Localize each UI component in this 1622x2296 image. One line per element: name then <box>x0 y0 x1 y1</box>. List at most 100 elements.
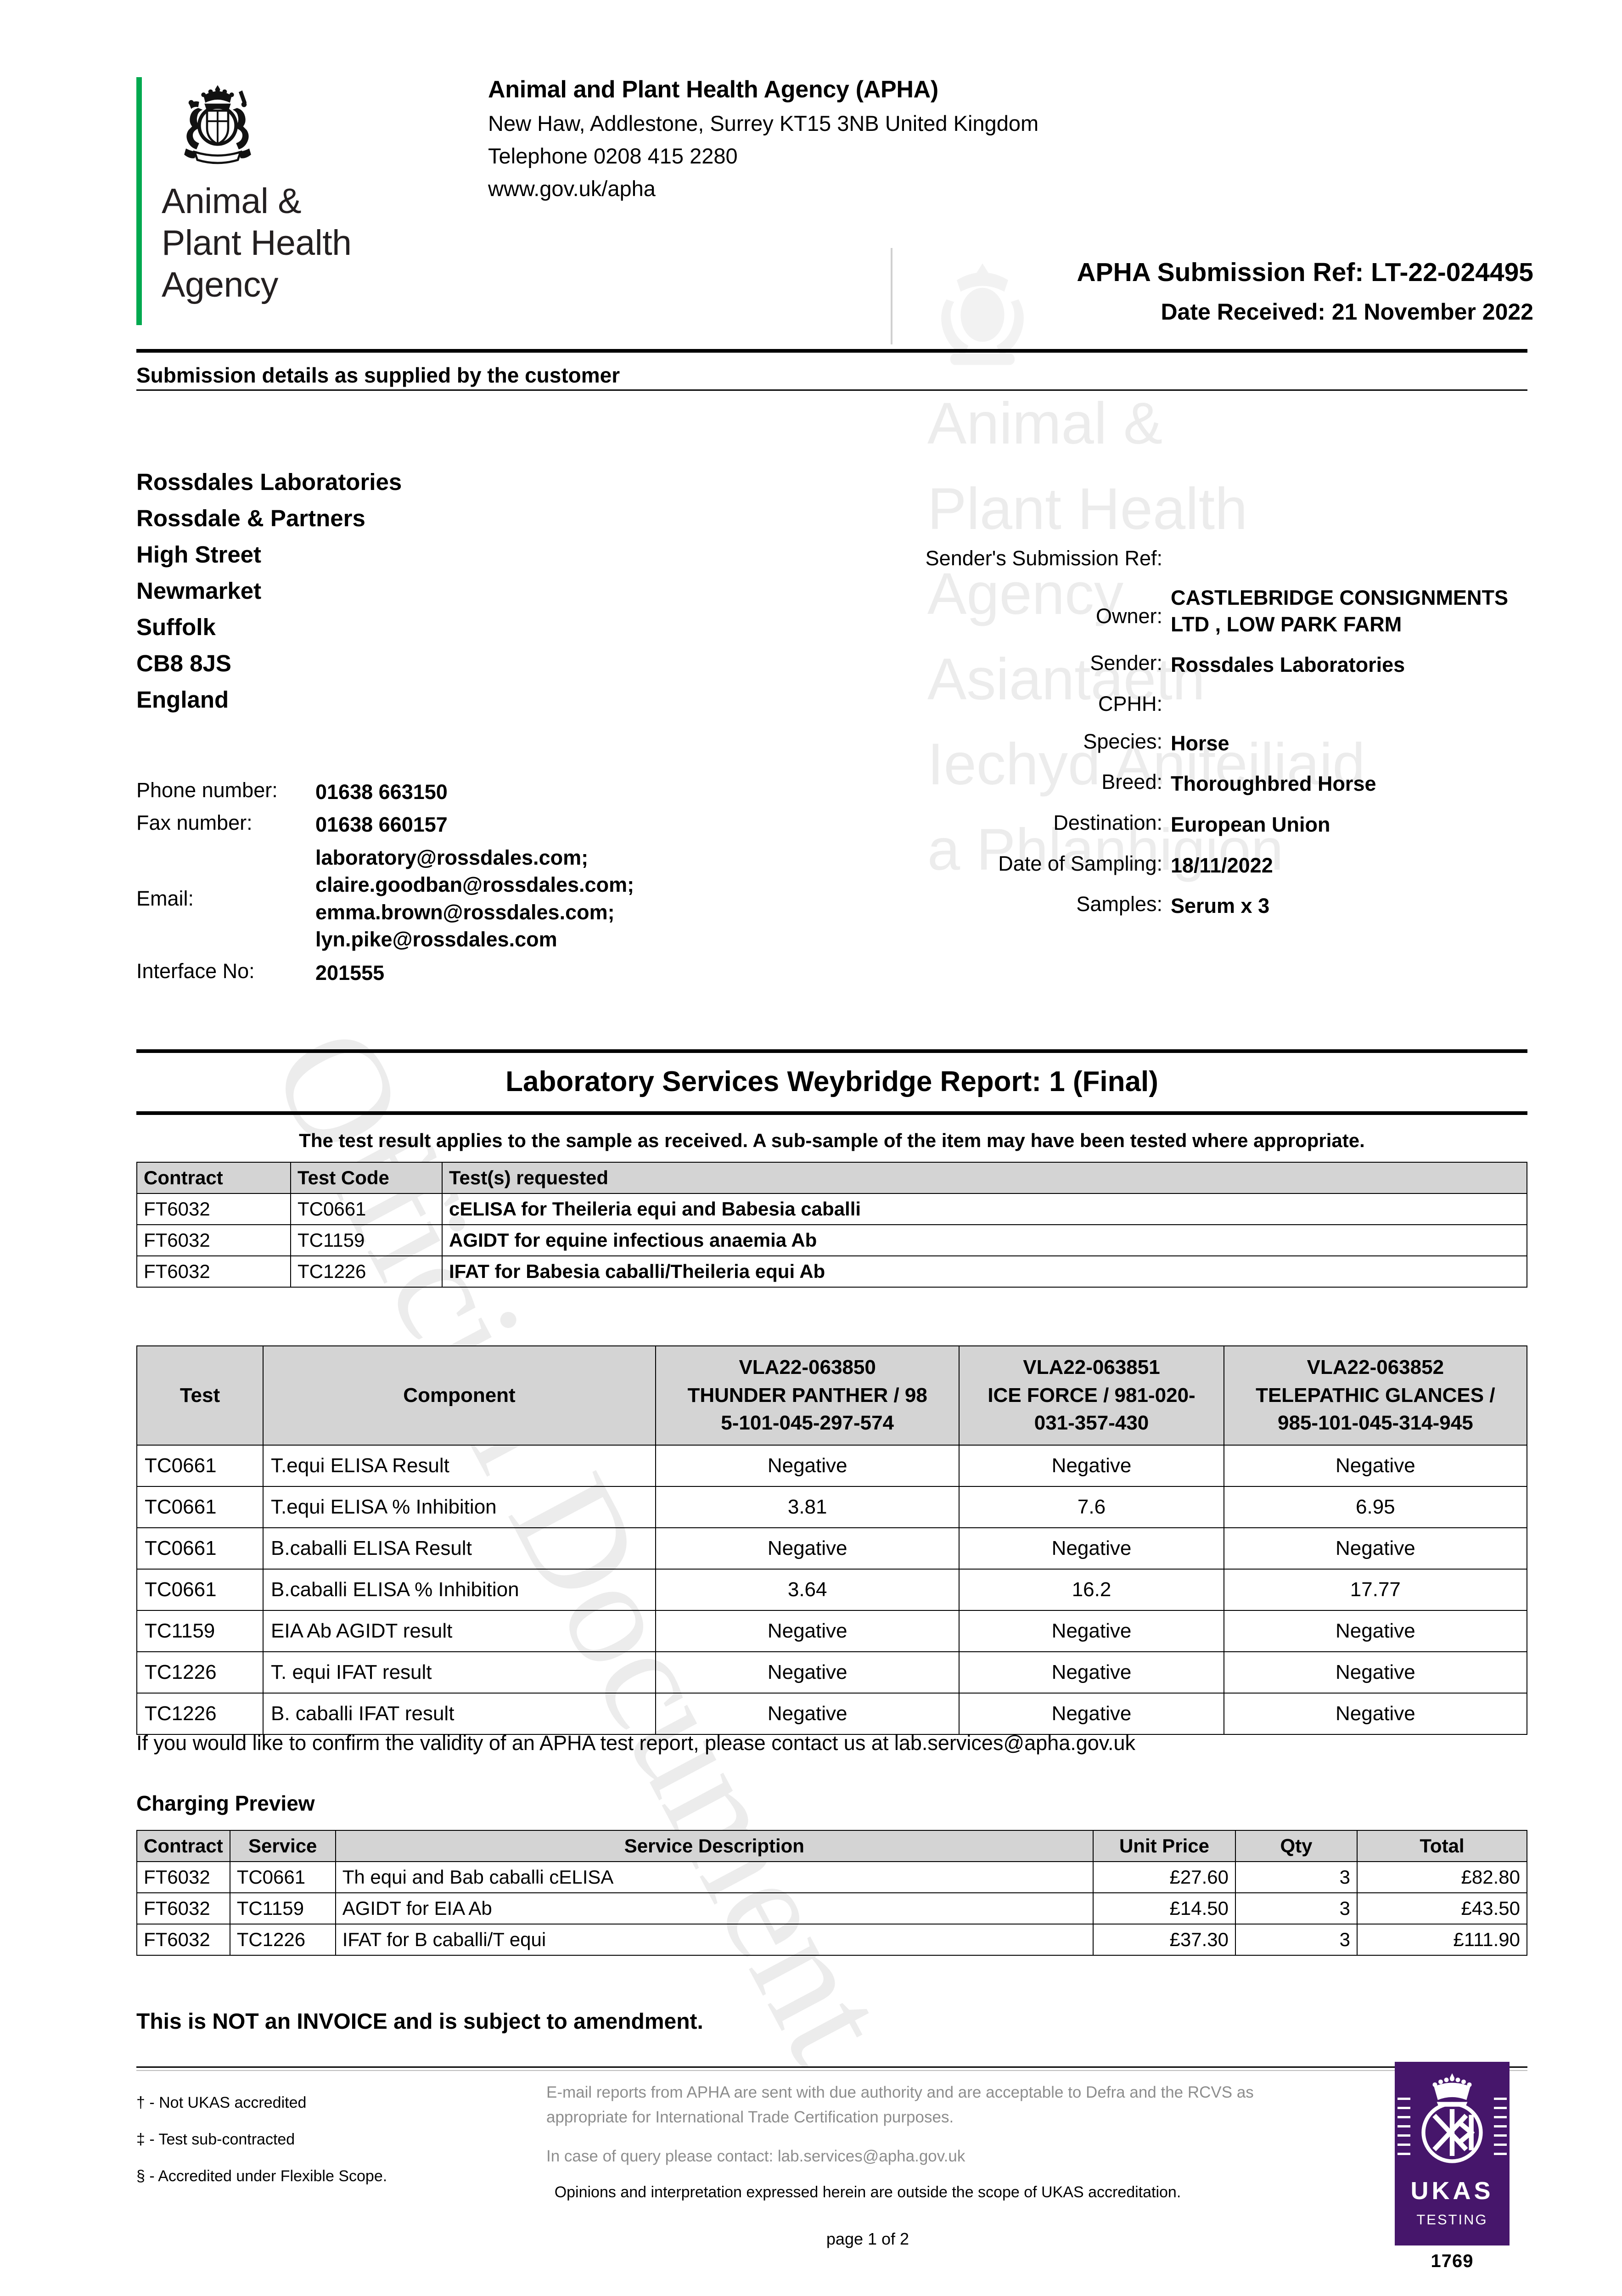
accreditation-key: † - Not UKAS accredited ‡ - Test sub-con… <box>136 2085 387 2195</box>
cell-result: 6.95 <box>1223 1486 1528 1529</box>
key-subcontracted: ‡ - Test sub-contracted <box>136 2130 295 2148</box>
col-component: Component <box>263 1345 656 1446</box>
sample-chip: 5-101-045-297-574 <box>721 1412 894 1435</box>
table-row: FT6032 TC0661 cELISA for Theileria equi … <box>136 1193 1527 1225</box>
phone-row: Phone number: 01638 663150 <box>136 778 779 805</box>
ukas-crown-circle-icon <box>1421 2073 1483 2163</box>
cell-result: 17.77 <box>1223 1569 1528 1611</box>
cell-service: TC0661 <box>229 1861 336 1893</box>
cell-qty: 3 <box>1235 1924 1358 1956</box>
sample-chip: 031-357-430 <box>1034 1412 1149 1435</box>
organisation-telephone: Telephone 0208 415 2280 <box>488 144 738 168</box>
cell-test-code: TC1159 <box>290 1224 443 1256</box>
email-authority-note: E-mail reports from APHA are sent with d… <box>546 2083 1254 2127</box>
cell-result: Negative <box>655 1527 960 1570</box>
col-total: Total <box>1357 1830 1527 1862</box>
cell-contract: FT6032 <box>136 1255 291 1288</box>
sampling-date-value: 18/11/2022 <box>1171 853 1273 877</box>
cell-component: B. caballi IFAT result <box>263 1693 656 1735</box>
sample-name: THUNDER PANTHER / 98 <box>687 1384 927 1407</box>
table-row: FT6032 TC1159 AGIDT for EIA Ab £14.50 3 … <box>136 1892 1527 1925</box>
report-note: The test result applies to the sample as… <box>299 1130 1365 1151</box>
submission-ref-block: APHA Submission Ref: LT-22-024495 Date R… <box>780 257 1533 325</box>
key-not-ukas: † - Not UKAS accredited <box>136 2094 307 2111</box>
ukas-accreditation-number: 1769 <box>1431 2251 1474 2271</box>
cell-contract: FT6032 <box>136 1924 230 1956</box>
destination-row: Destination: European Union <box>762 811 1533 838</box>
cell-result: 3.64 <box>655 1569 960 1611</box>
ukas-accreditation-logo: UKAS TESTING 1769 <box>1395 2062 1510 2272</box>
col-test-code: Test Code <box>290 1162 443 1194</box>
cell-test: TC1226 <box>136 1651 264 1694</box>
cell-result: Negative <box>655 1693 960 1735</box>
cell-result: Negative <box>1223 1445 1528 1487</box>
table-row: FT6032 TC1226 IFAT for B caballi/T equi … <box>136 1924 1527 1956</box>
sample-name: ICE FORCE / 981-020- <box>988 1384 1195 1407</box>
samples-row: Samples: Serum x 3 <box>762 892 1533 919</box>
organisation-address: New Haw, Addlestone, Surrey KT15 3NB Uni… <box>488 111 1039 135</box>
cell-test: TC0661 <box>136 1527 264 1570</box>
not-an-invoice-notice: This is NOT an INVOICE and is subject to… <box>136 2009 703 2034</box>
submission-ref: APHA Submission Ref: LT-22-024495 <box>1077 258 1533 287</box>
species-value: Horse <box>1171 731 1229 755</box>
col-service: Service <box>229 1830 336 1862</box>
cell-unit-price: £37.30 <box>1093 1924 1236 1956</box>
brand-green-bar <box>136 77 142 325</box>
sample-name: TELEPATHIC GLANCES / <box>1256 1384 1495 1407</box>
interface-label: Interface No: <box>136 959 255 983</box>
cell-contract: FT6032 <box>136 1861 230 1893</box>
sample-id: VLA22-063852 <box>1307 1356 1444 1379</box>
table-header-row: Test Component VLA22-063850 THUNDER PANT… <box>136 1345 1528 1446</box>
owner-label: Owner: <box>1095 604 1162 628</box>
samples-value: Serum x 3 <box>1171 894 1270 918</box>
table-row: TC0661 B.caballi ELISA % Inhibition 3.64… <box>136 1569 1528 1611</box>
email-value[interactable]: emma.brown@rossdales.com; <box>315 900 615 924</box>
organisation-title: Animal and Plant Health Agency (APHA) <box>488 76 938 103</box>
email-value[interactable]: laboratory@rossdales.com; <box>315 845 589 869</box>
footer-rule <box>136 2066 1527 2068</box>
ukas-testing-label: TESTING <box>1416 2212 1488 2228</box>
interface-row: Interface No: 201555 <box>136 959 779 986</box>
address-line: Newmarket <box>136 578 262 604</box>
breed-row: Breed: Thoroughbred Horse <box>762 770 1533 797</box>
destination-value: European Union <box>1171 812 1330 836</box>
cell-test: TC0661 <box>136 1445 264 1487</box>
cphh-row: CPHH: <box>762 692 1533 716</box>
cell-component: B.caballi ELISA Result <box>263 1527 656 1570</box>
cell-result: Negative <box>655 1651 960 1694</box>
header-rule-thin <box>136 389 1527 391</box>
cell-contract: FT6032 <box>136 1892 230 1925</box>
address-line: England <box>136 687 229 713</box>
cell-service-description: AGIDT for EIA Ab <box>335 1892 1094 1925</box>
col-service-description: Service Description <box>335 1830 1094 1862</box>
phone-value: 01638 663150 <box>315 780 448 804</box>
address-line: Rossdale & Partners <box>136 505 365 532</box>
organisation-website[interactable]: www.gov.uk/apha <box>488 176 656 201</box>
cell-result: Negative <box>959 1693 1224 1735</box>
cell-result: Negative <box>1223 1693 1528 1735</box>
footer-notes: E-mail reports from APHA are sent with d… <box>546 2080 1295 2169</box>
cell-result: Negative <box>1223 1527 1528 1570</box>
email-value[interactable]: lyn.pike@rossdales.com <box>315 927 557 951</box>
table-header-row: Contract Service Service Description Uni… <box>136 1830 1527 1862</box>
email-row: Email: laboratory@rossdales.com; claire.… <box>136 844 779 953</box>
cell-unit-price: £27.60 <box>1093 1861 1236 1893</box>
cell-result: Negative <box>1223 1651 1528 1694</box>
query-contact-note: In case of query please contact: lab.ser… <box>546 2147 965 2165</box>
report-rule-top <box>136 1049 1527 1053</box>
email-value[interactable]: claire.goodban@rossdales.com; <box>315 873 634 897</box>
cell-test: TC1159 <box>136 1610 264 1653</box>
address-line: Rossdales Laboratories <box>136 469 402 495</box>
royal-crest-icon <box>165 81 270 170</box>
cell-test-code: TC0661 <box>290 1193 443 1225</box>
sample-chip: 985-101-045-314-945 <box>1278 1412 1473 1435</box>
footer-rule-secondary <box>136 2070 1527 2071</box>
cell-contract: FT6032 <box>136 1224 291 1256</box>
address-line: Suffolk <box>136 614 216 641</box>
cell-result: 3.81 <box>655 1486 960 1529</box>
opinion-scope-note: Opinions and interpretation expressed he… <box>554 2183 1181 2201</box>
table-row: FT6032 TC0661 Th equi and Bab caballi cE… <box>136 1861 1527 1893</box>
cell-qty: 3 <box>1235 1861 1358 1893</box>
submission-details-heading: Submission details as supplied by the cu… <box>136 363 620 387</box>
